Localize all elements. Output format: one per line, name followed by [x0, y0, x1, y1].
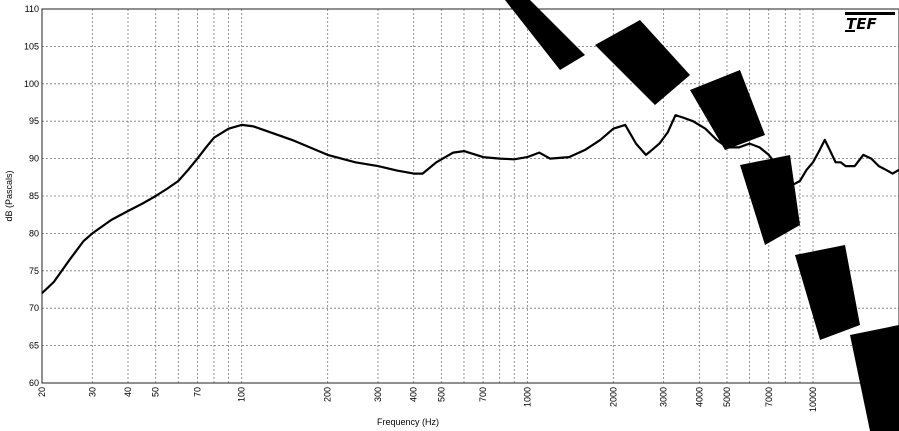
x-tick-label: 2000: [608, 387, 618, 407]
y-axis-label: dB (Pascals): [4, 170, 14, 221]
y-tick-label: 70: [29, 303, 39, 313]
watermark-segment-4: [740, 155, 800, 245]
x-tick-label: 40: [123, 387, 133, 397]
x-tick-label: 7000: [764, 387, 774, 407]
y-tick-label: 65: [29, 341, 39, 351]
x-tick-label: 700: [478, 387, 488, 402]
x-tick-label: 200: [323, 387, 333, 402]
x-tick-label: 10000: [808, 387, 818, 412]
y-tick-label: 95: [29, 116, 39, 126]
x-tick-label: 100: [237, 387, 247, 402]
x-tick-label: 4000: [694, 387, 704, 407]
x-tick-label: 70: [192, 387, 202, 397]
y-tick-label: 60: [29, 378, 39, 388]
x-tick-label: 1000: [522, 387, 532, 407]
y-tick-label: 75: [29, 266, 39, 276]
y-tick-label: 90: [29, 154, 39, 164]
tef-logo: TEF: [845, 12, 895, 33]
frequency-response-line: [41, 114, 899, 294]
response-curve-layer: [41, 114, 899, 294]
outmod-watermark: [505, 0, 899, 431]
x-tick-label: 20: [37, 387, 47, 397]
logo-top-bar: [845, 12, 895, 15]
y-tick-label: 85: [29, 191, 39, 201]
x-tick-label: 3000: [659, 387, 669, 407]
y-tick-label: 100: [24, 79, 39, 89]
y-tick-label: 80: [29, 228, 39, 238]
watermark-segment-1: [505, 0, 585, 70]
logo-text: TEF: [846, 15, 877, 33]
y-tick-labels: 60 65 70 75 80 85 90 95 100 105 110: [24, 4, 39, 388]
watermark-segment-6: [850, 325, 899, 431]
watermark-segment-5: [795, 245, 860, 340]
watermark-segment-3: [690, 70, 765, 150]
x-axis-label: Frequency (Hz): [377, 417, 439, 427]
x-tick-label: 50: [151, 387, 161, 397]
x-tick-label: 300: [373, 387, 383, 402]
plot-frame: [41, 8, 899, 384]
x-tick-label: 500: [436, 387, 446, 402]
watermark-segment-2: [595, 20, 690, 105]
y-tick-label: 110: [25, 4, 39, 14]
x-tick-labels: 20 30 40 50 70 100 200 300 400 500 700 1000 2000 3000…: [37, 387, 818, 412]
y-tick-label: 105: [24, 41, 39, 51]
x-tick-label: 400: [409, 387, 419, 402]
logo-bottom-bar: [845, 30, 855, 32]
x-tick-label: 30: [87, 387, 97, 397]
x-tick-label: 5000: [722, 387, 732, 407]
